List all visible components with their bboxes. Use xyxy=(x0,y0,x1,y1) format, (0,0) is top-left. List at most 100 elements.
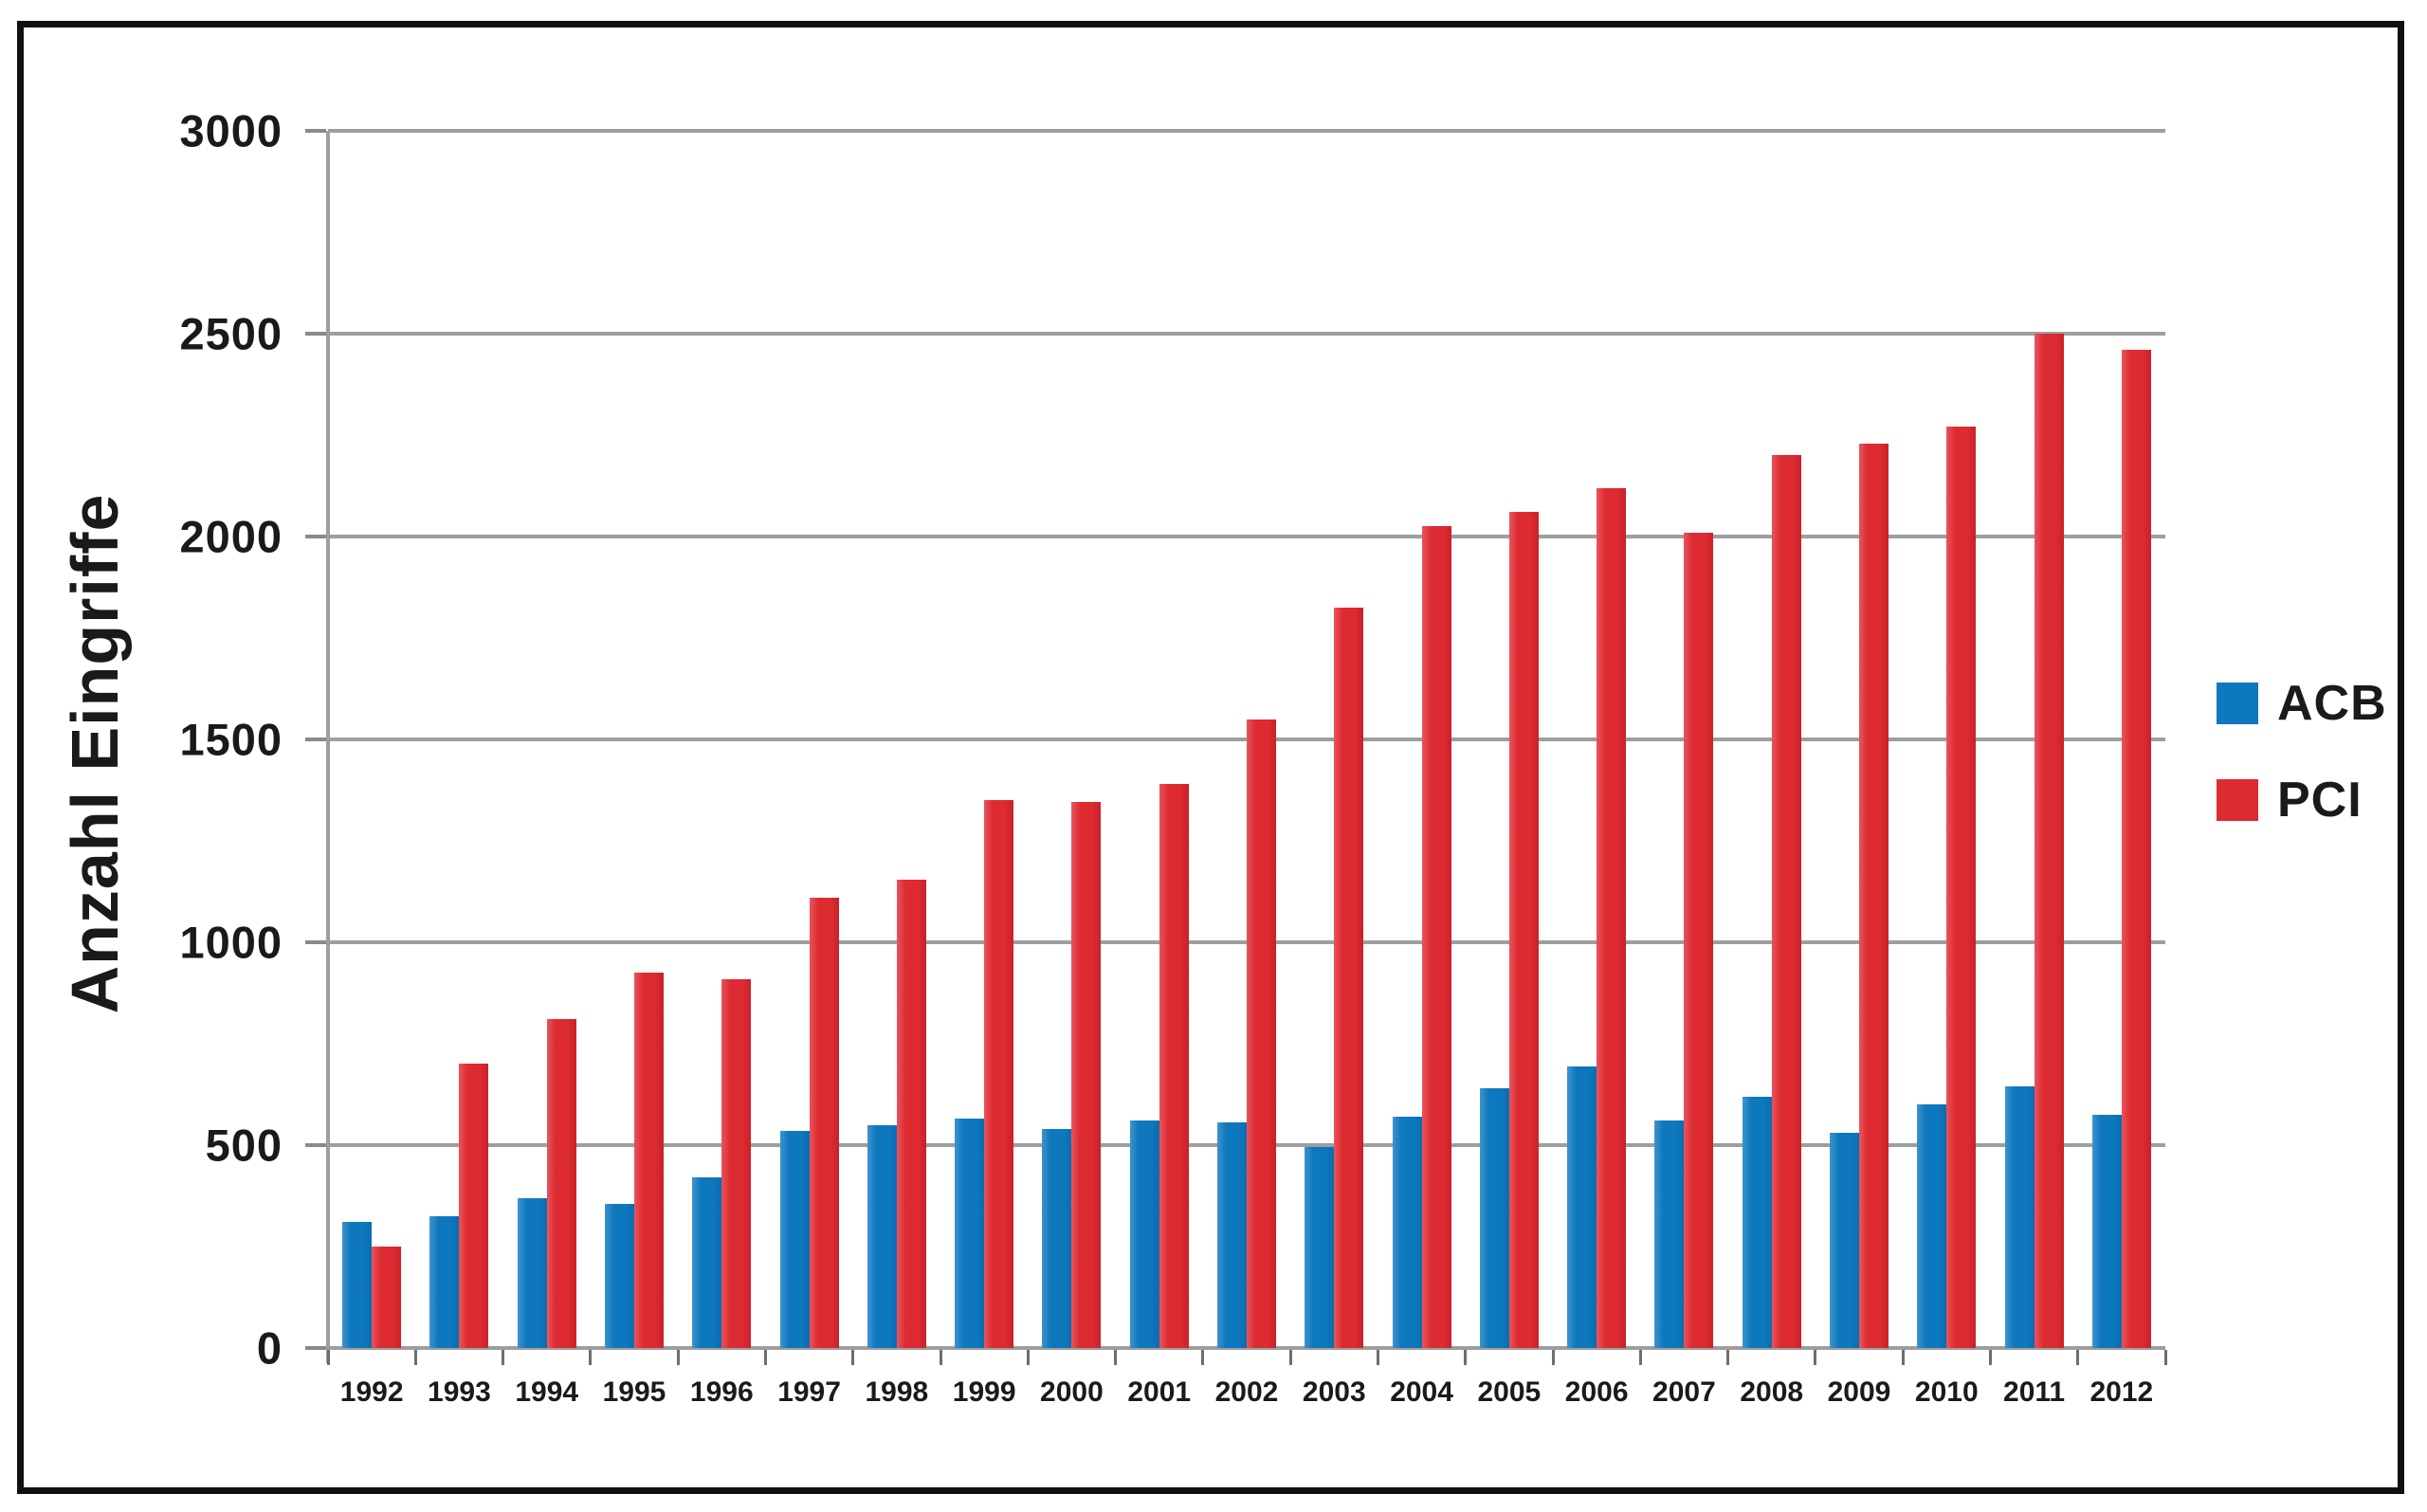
bar-acb-2004 xyxy=(1392,1117,1422,1348)
bar-group-2007 xyxy=(1640,131,1727,1348)
bar-pci-1993 xyxy=(459,1064,489,1348)
bar-pci-1997 xyxy=(809,897,839,1348)
bar-acb-2010 xyxy=(1917,1104,1947,1348)
x-tick-label-2007: 2007 xyxy=(1652,1376,1716,1408)
bar-pci-2010 xyxy=(1946,427,1977,1348)
bar-group-1995 xyxy=(591,131,678,1348)
bar-acb-1995 xyxy=(604,1204,634,1348)
x-tick-8 xyxy=(1026,1350,1030,1365)
legend-swatch-acb xyxy=(2217,683,2258,724)
bar-group-1999 xyxy=(940,131,1028,1348)
bar-pci-1998 xyxy=(896,879,926,1348)
bar-group-1992 xyxy=(328,131,415,1348)
x-tick-5 xyxy=(763,1350,767,1365)
bar-acb-2011 xyxy=(2004,1085,2035,1348)
x-tick-label-2006: 2006 xyxy=(1564,1376,1629,1408)
bar-acb-2007 xyxy=(1654,1120,1685,1348)
bar-acb-1998 xyxy=(867,1124,897,1348)
y-tick-label-1000: 1000 xyxy=(179,917,283,968)
x-tick-label-1997: 1997 xyxy=(777,1376,841,1408)
x-tick-label-1998: 1998 xyxy=(865,1376,929,1408)
y-tick-label-2000: 2000 xyxy=(179,511,283,562)
x-tick-label-2003: 2003 xyxy=(1302,1376,1366,1408)
y-tick-500 xyxy=(305,1143,326,1147)
bar-pci-2003 xyxy=(1334,607,1364,1348)
bar-pci-1994 xyxy=(546,1019,576,1348)
legend-row-pci: PCI xyxy=(2217,772,2387,829)
x-tick-15 xyxy=(1638,1350,1642,1365)
bar-pci-2008 xyxy=(1771,455,1801,1348)
bar-group-2008 xyxy=(1728,131,1816,1348)
bar-group-2004 xyxy=(1378,131,1465,1348)
bar-group-1993 xyxy=(415,131,502,1348)
bar-pci-1996 xyxy=(721,978,752,1348)
bar-pci-2012 xyxy=(2121,350,2151,1348)
bar-group-2009 xyxy=(1816,131,1903,1348)
x-tick-label-1999: 1999 xyxy=(952,1376,1016,1408)
bar-acb-1999 xyxy=(955,1119,985,1348)
x-tick-4 xyxy=(676,1350,680,1365)
x-tick-label-2005: 2005 xyxy=(1477,1376,1542,1408)
bar-group-1994 xyxy=(503,131,591,1348)
bar-group-2003 xyxy=(1290,131,1378,1348)
bar-group-2010 xyxy=(1903,131,1990,1348)
bar-group-1996 xyxy=(678,131,765,1348)
x-tick-2 xyxy=(502,1350,505,1365)
legend: ACB PCI xyxy=(2217,675,2387,868)
bar-group-2012 xyxy=(2078,131,2165,1348)
legend-label-acb: ACB xyxy=(2277,676,2387,731)
bar-acb-2001 xyxy=(1129,1120,1159,1348)
bar-acb-2009 xyxy=(1829,1133,1859,1348)
x-tick-label-1992: 1992 xyxy=(339,1376,404,1408)
bar-pci-2000 xyxy=(1071,802,1102,1348)
x-tick-17 xyxy=(1814,1350,1817,1365)
bar-acb-1992 xyxy=(342,1222,373,1348)
bar-pci-2004 xyxy=(1421,526,1451,1348)
bar-pci-2005 xyxy=(1508,512,1539,1348)
x-tick-11 xyxy=(1288,1350,1292,1365)
x-tick-9 xyxy=(1114,1350,1118,1365)
bar-group-2002 xyxy=(1203,131,1290,1348)
x-tick-label-1993: 1993 xyxy=(428,1376,491,1408)
x-tick-label-2000: 2000 xyxy=(1040,1376,1104,1408)
y-tick-2000 xyxy=(305,535,326,538)
x-tick-label-2011: 2011 xyxy=(2003,1376,2066,1408)
y-tick-2500 xyxy=(305,332,326,336)
bar-pci-2006 xyxy=(1597,487,1627,1348)
y-tick-label-3000: 3000 xyxy=(179,105,283,156)
bar-acb-2012 xyxy=(2091,1114,2122,1348)
bar-acb-2006 xyxy=(1567,1066,1597,1348)
y-axis-line xyxy=(326,131,330,1363)
y-tick-1000 xyxy=(305,940,326,944)
x-tick-14 xyxy=(1551,1350,1555,1365)
x-tick-label-2002: 2002 xyxy=(1214,1376,1279,1408)
bar-acb-2002 xyxy=(1216,1122,1247,1348)
bar-acb-1993 xyxy=(429,1215,460,1348)
bar-pci-2007 xyxy=(1684,532,1714,1348)
bar-acb-2000 xyxy=(1042,1128,1072,1348)
y-tick-label-0: 0 xyxy=(256,1322,283,1374)
bar-group-2000 xyxy=(1028,131,1115,1348)
y-tick-1500 xyxy=(305,738,326,741)
bar-acb-2003 xyxy=(1305,1147,1335,1348)
x-tick-16 xyxy=(1726,1350,1730,1365)
x-tick-label-1995: 1995 xyxy=(602,1376,666,1408)
x-tick-3 xyxy=(589,1350,593,1365)
x-tick-label-2009: 2009 xyxy=(1827,1376,1891,1408)
bar-acb-2008 xyxy=(1742,1096,1772,1348)
bar-acb-2005 xyxy=(1479,1088,1509,1348)
y-tick-0 xyxy=(305,1346,326,1350)
bar-pci-2001 xyxy=(1159,784,1189,1348)
x-tick-label-2008: 2008 xyxy=(1740,1376,1804,1408)
x-tick-label-2010: 2010 xyxy=(1914,1376,1979,1408)
bar-group-1998 xyxy=(853,131,940,1348)
x-tick-20 xyxy=(2076,1350,2080,1365)
x-tick-21 xyxy=(2163,1350,2167,1365)
plot-area xyxy=(328,131,2165,1348)
bar-pci-2009 xyxy=(1858,443,1889,1348)
x-tick-1 xyxy=(413,1350,417,1365)
bar-pci-1999 xyxy=(984,800,1014,1348)
bar-group-2011 xyxy=(1990,131,2077,1348)
gridline-3000 xyxy=(328,129,2165,133)
